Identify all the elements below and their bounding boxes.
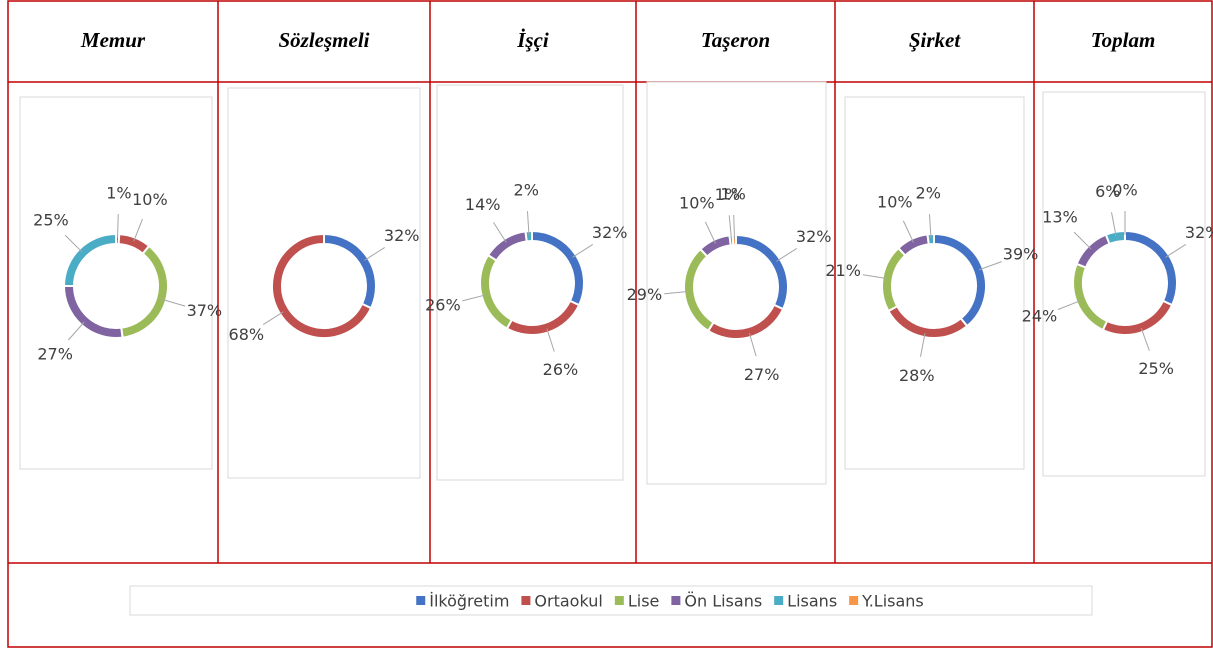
data-label: 2% bbox=[916, 184, 941, 203]
data-label: 32% bbox=[592, 223, 628, 242]
leader-line bbox=[776, 247, 798, 262]
data-label: 21% bbox=[825, 261, 861, 280]
leader-line bbox=[546, 328, 555, 352]
data-label: 6% bbox=[1095, 182, 1120, 201]
leader-line bbox=[862, 274, 887, 279]
legend-marker bbox=[671, 596, 681, 605]
data-label: 13% bbox=[1042, 207, 1078, 226]
data-label: 28% bbox=[899, 366, 935, 385]
leader-line bbox=[1165, 243, 1187, 258]
leader-line bbox=[902, 220, 915, 243]
leader-line bbox=[920, 333, 926, 357]
data-label: 68% bbox=[229, 325, 265, 344]
data-label: 26% bbox=[425, 295, 461, 314]
data-label: 27% bbox=[744, 365, 780, 384]
leader-line bbox=[364, 246, 386, 261]
column-title: İşçi bbox=[516, 28, 549, 52]
leader-line bbox=[1073, 231, 1092, 250]
data-label: 2% bbox=[514, 181, 539, 200]
chart-box bbox=[227, 87, 421, 479]
legend-marker bbox=[849, 596, 859, 605]
chart-box bbox=[646, 81, 827, 485]
donut-segment bbox=[524, 229, 533, 243]
data-label: 1% bbox=[106, 184, 131, 203]
table-border bbox=[7, 0, 1213, 648]
data-label: 32% bbox=[1185, 223, 1213, 242]
leader-line bbox=[748, 332, 757, 357]
chart-box bbox=[436, 84, 624, 481]
legend-marker bbox=[521, 596, 531, 605]
legend-marker bbox=[416, 596, 426, 605]
data-label: 10% bbox=[877, 192, 913, 211]
column-title: Memur bbox=[80, 28, 146, 52]
leader-line bbox=[572, 243, 594, 258]
data-label: 32% bbox=[384, 226, 420, 245]
leader-line bbox=[928, 214, 932, 239]
data-label: 25% bbox=[1138, 359, 1174, 378]
leader-line bbox=[664, 291, 689, 295]
legend: İlköğretim Ortaokul Lise Ön Lisans Lisans Y.L… bbox=[416, 592, 924, 611]
leader-line bbox=[462, 294, 486, 302]
donut-segment bbox=[62, 232, 117, 287]
column-title: Şirket bbox=[909, 28, 962, 52]
data-label: 24% bbox=[1022, 306, 1058, 325]
leader-line bbox=[133, 218, 143, 242]
leader-line bbox=[526, 211, 530, 236]
legend-label: Ortaokul bbox=[534, 592, 602, 611]
data-label: 10% bbox=[679, 193, 715, 212]
donut-segment bbox=[926, 232, 935, 246]
legend-label: Ön Lisans bbox=[684, 592, 762, 611]
data-label: 1% bbox=[715, 185, 740, 204]
data-label: 0% bbox=[1112, 181, 1137, 200]
data-label: 1% bbox=[720, 185, 745, 204]
data-label: 25% bbox=[33, 210, 69, 229]
leader-line bbox=[1111, 212, 1117, 236]
legend-label: Lisans bbox=[787, 592, 837, 611]
data-label: 37% bbox=[187, 301, 223, 320]
legend-marker bbox=[774, 596, 784, 605]
donut-segment bbox=[271, 232, 373, 339]
legend-label: Lise bbox=[628, 592, 660, 611]
leader-line bbox=[492, 221, 507, 243]
legend-marker bbox=[614, 596, 624, 605]
leader-line bbox=[64, 234, 83, 253]
leader-line bbox=[978, 261, 1002, 271]
leader-line bbox=[704, 221, 717, 244]
leader-line bbox=[733, 215, 735, 240]
leader-line bbox=[1057, 300, 1081, 310]
leader-line bbox=[161, 298, 186, 307]
leader-line bbox=[728, 215, 732, 240]
data-label: 29% bbox=[627, 285, 663, 304]
chart-box bbox=[844, 96, 1025, 470]
legend-box bbox=[129, 585, 1093, 616]
leader-line bbox=[117, 214, 119, 239]
data-label: 26% bbox=[543, 360, 579, 379]
column-title: Sözleşmeli bbox=[278, 28, 369, 52]
column-title: Taşeron bbox=[701, 28, 770, 52]
donut-segment bbox=[731, 233, 737, 247]
data-label: 32% bbox=[796, 227, 832, 246]
data-label: 14% bbox=[465, 195, 501, 214]
data-label: 27% bbox=[37, 345, 73, 364]
leader-line bbox=[262, 311, 284, 326]
leader-line bbox=[1140, 327, 1150, 351]
data-label: 10% bbox=[132, 190, 168, 209]
data-label: 39% bbox=[1003, 244, 1039, 263]
chart-box bbox=[19, 96, 213, 470]
legend-label: Y.Lisans bbox=[861, 592, 924, 611]
table-grid bbox=[7, 0, 1213, 648]
column-title: Toplam bbox=[1091, 28, 1156, 52]
legend-label: İlköğretim bbox=[429, 592, 509, 611]
leader-line bbox=[68, 321, 85, 341]
chart-box bbox=[1042, 91, 1206, 477]
